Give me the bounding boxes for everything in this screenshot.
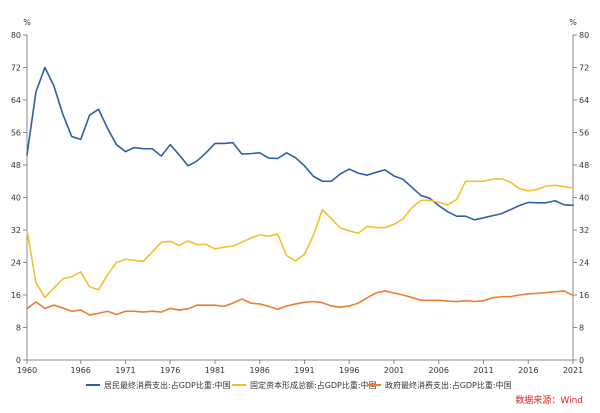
x-tick-label: 2006 [429, 366, 449, 375]
y-tick-label-right: 64 [579, 96, 589, 105]
x-tick-label: 1971 [115, 366, 135, 375]
legend: 居民最终消费支出:占GDP比重:中国 固定资本形成总额:占GDP比重:中国 政府最终… [86, 380, 512, 390]
y-tick-label-left: 32 [11, 226, 21, 235]
y-tick-label-right: 48 [579, 161, 589, 170]
source-note: 数据来源：Wind [515, 394, 583, 406]
y-tick-label-right: 0 [579, 356, 584, 365]
y-tick-label-right: 16 [579, 291, 589, 300]
y-tick-label-right: 56 [579, 129, 589, 138]
y-tick-label-left: 24 [11, 259, 21, 268]
series-line-1 [26, 66, 574, 221]
x-tick-label: 1960 [17, 366, 37, 375]
x-tick-label: 1996 [339, 366, 359, 375]
y-tick-label-left: 48 [11, 161, 21, 170]
y-tick-label-left: 40 [11, 194, 21, 203]
y-tick-label-right: 8 [579, 324, 584, 333]
series-line-2 [26, 178, 574, 299]
x-tick-label: 1981 [205, 366, 225, 375]
x-tick-label: 1986 [250, 366, 270, 375]
legend-label-1: 居民最终消费支出:占GDP比重:中国 [104, 380, 231, 390]
y-tick-label-right: 40 [579, 194, 589, 203]
x-tick-label: 2021 [563, 366, 583, 375]
y-tick-label-left: 0 [16, 356, 21, 365]
y-tick-label-left: 8 [16, 324, 21, 333]
x-tick-label: 2001 [384, 366, 404, 375]
series-line-3 [26, 290, 574, 316]
legend-label-3: 政府最终消费支出:占GDP比重:中国 [385, 380, 512, 390]
y-tick-label-left: 80 [11, 31, 21, 40]
legend-label-2: 固定资本形成总额:占GDP比重:中国 [250, 380, 377, 390]
y-axis-unit-right: % [569, 18, 577, 27]
y-tick-label-left: 56 [11, 129, 21, 138]
x-tick-label: 1991 [294, 366, 314, 375]
x-tick-label: 2011 [473, 366, 493, 375]
series-lines [26, 66, 574, 316]
x-tick-label: 2016 [518, 366, 538, 375]
x-tick-label: 1976 [160, 366, 180, 375]
y-tick-label-left: 64 [11, 96, 21, 105]
y-tick-label-right: 72 [579, 64, 589, 73]
y-tick-label-right: 24 [579, 259, 589, 268]
x-tick-label: 1966 [71, 366, 91, 375]
y-tick-label-right: 32 [579, 226, 589, 235]
y-tick-label-right: 80 [579, 31, 589, 40]
axes: % % 0 0 8 8 16 16 24 24 32 32 40 40 48 48 56 56 64 64 72 72… [11, 18, 589, 375]
y-tick-label-left: 72 [11, 64, 21, 73]
y-axis-unit-left: % [23, 18, 31, 27]
y-tick-label-left: 16 [11, 291, 21, 300]
